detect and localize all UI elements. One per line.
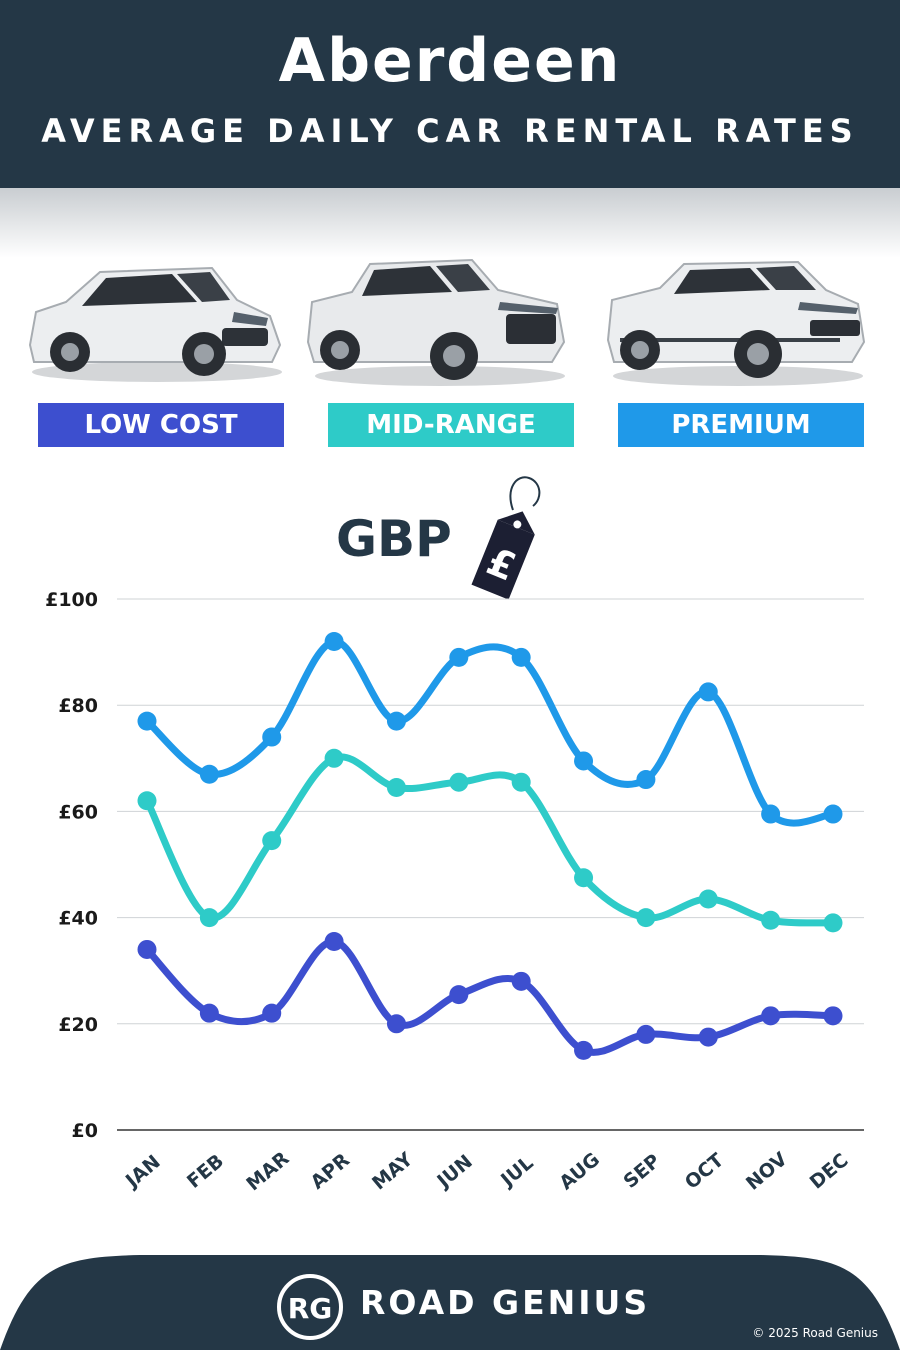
- low-cost-car-image: [28, 266, 282, 382]
- data-point-mid-range: [199, 908, 219, 928]
- brand-name: ROAD GENIUS: [360, 1283, 651, 1322]
- y-axis-ticks: £0 £20 £40 £60 £80 £100: [45, 589, 98, 1142]
- chart-lines: [143, 637, 837, 1056]
- footer-bar: [0, 1255, 900, 1350]
- price-tag-icon: £: [471, 476, 541, 600]
- data-point-low-cost: [199, 1003, 219, 1023]
- data-point-mid-range: [574, 868, 594, 888]
- copyright-text: © 2025 Road Genius: [752, 1326, 878, 1340]
- x-tick-label: FEB: [183, 1150, 228, 1193]
- data-point-low-cost: [324, 931, 344, 951]
- data-point-low-cost: [698, 1027, 718, 1047]
- data-point-mid-range: [262, 831, 282, 851]
- x-tick-label: NOV: [742, 1148, 792, 1195]
- data-point-low-cost: [574, 1040, 594, 1060]
- x-tick-label: SEP: [619, 1150, 664, 1193]
- data-point-mid-range: [137, 791, 157, 811]
- data-point-mid-range: [761, 910, 781, 930]
- series-line-mid-range: [143, 753, 837, 927]
- data-point-premium: [574, 751, 594, 771]
- data-point-premium: [823, 804, 843, 824]
- data-point-low-cost: [449, 985, 469, 1005]
- data-point-mid-range: [511, 772, 531, 792]
- data-point-mid-range: [324, 748, 344, 768]
- data-point-premium: [636, 770, 656, 790]
- header-banner: [0, 0, 900, 188]
- y-tick-label: £0: [72, 1120, 98, 1142]
- rental-rate-chart: £0 £20 £40 £60 £80 £100 JAN FEB MAR APR MAY JUN JUL…: [45, 589, 864, 1195]
- legend-low-cost: LOW COST: [38, 403, 284, 447]
- y-tick-label: £100: [45, 589, 98, 611]
- currency-label: GBP: [336, 510, 452, 568]
- premium-car-image: [606, 260, 865, 386]
- data-point-premium: [324, 631, 344, 651]
- data-point-mid-range: [449, 772, 469, 792]
- x-tick-label: AUG: [555, 1148, 604, 1194]
- data-point-low-cost: [386, 1014, 406, 1034]
- data-point-premium: [761, 804, 781, 824]
- data-point-low-cost: [636, 1024, 656, 1044]
- data-point-mid-range: [823, 913, 843, 933]
- y-tick-label: £40: [58, 908, 98, 930]
- x-tick-label: DEC: [806, 1149, 853, 1193]
- data-point-premium: [262, 727, 282, 747]
- data-point-premium: [137, 711, 157, 731]
- road-genius-logo: RG: [277, 1274, 343, 1340]
- x-tick-label: JUN: [432, 1151, 477, 1194]
- x-tick-label: APR: [307, 1149, 355, 1194]
- data-point-premium: [698, 682, 718, 702]
- series-line-low-cost: [143, 937, 837, 1056]
- data-point-premium: [449, 647, 469, 667]
- y-tick-label: £20: [58, 1014, 98, 1036]
- data-point-premium: [386, 711, 406, 731]
- data-point-low-cost: [137, 939, 157, 959]
- x-tick-label: MAR: [242, 1147, 293, 1195]
- page-title: Aberdeen: [278, 26, 622, 96]
- series-line-premium: [143, 637, 837, 827]
- x-tick-label: MAY: [368, 1148, 417, 1194]
- data-point-mid-range: [636, 908, 656, 928]
- header-shadow: [0, 188, 900, 258]
- page-subtitle: AVERAGE DAILY CAR RENTAL RATES: [41, 112, 859, 150]
- y-tick-label: £80: [58, 695, 98, 717]
- data-point-low-cost: [823, 1006, 843, 1026]
- data-point-low-cost: [761, 1006, 781, 1026]
- y-tick-label: £60: [58, 801, 98, 823]
- chart-grid: [117, 598, 864, 1131]
- x-tick-label: JAN: [120, 1151, 165, 1193]
- data-point-premium: [511, 647, 531, 667]
- data-point-mid-range: [386, 778, 406, 798]
- data-point-low-cost: [511, 971, 531, 991]
- x-axis-ticks: JAN FEB MAR APR MAY JUN JUL AUG SEP OCT NOV DEC: [120, 1147, 852, 1195]
- mid-range-car-image: [306, 258, 566, 386]
- chart-points: [137, 631, 843, 1060]
- legend-mid-range: MID-RANGE: [328, 403, 574, 447]
- logo-text: RG: [288, 1292, 333, 1325]
- legend-premium: PREMIUM: [618, 403, 864, 447]
- data-point-mid-range: [698, 889, 718, 909]
- data-point-premium: [199, 764, 219, 784]
- x-tick-label: JUL: [495, 1152, 537, 1192]
- data-point-low-cost: [262, 1003, 282, 1023]
- x-tick-label: OCT: [681, 1149, 728, 1194]
